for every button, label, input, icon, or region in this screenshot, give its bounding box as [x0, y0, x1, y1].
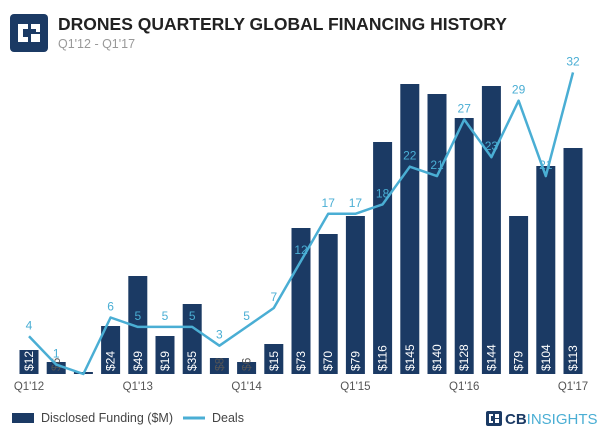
bar-value-label: $8	[212, 357, 226, 371]
legend-bar-label: Disclosed Funding ($M)	[41, 411, 173, 425]
bar	[101, 326, 121, 374]
deals-value-label: 3	[216, 328, 223, 342]
bar-labels: $12 $6 $24 $49 $19 $35 $8 $6 $15 $73 $70 $79 $116 $14…	[22, 344, 580, 371]
deals-value-label: 22	[403, 149, 417, 163]
header: DRONES QUARTERLY GLOBAL FINANCING HISTOR…	[10, 14, 507, 52]
bar-value-label: $12	[22, 351, 36, 371]
deals-value-label: 4	[26, 318, 33, 332]
bar-value-label: $104	[539, 344, 553, 371]
deals-value-label: 17	[349, 196, 363, 210]
bar-value-label: $113	[566, 345, 580, 371]
bar	[427, 94, 447, 374]
x-tick-label: Q1'13	[123, 381, 153, 393]
x-tick-label: Q1'17	[558, 381, 588, 393]
bar	[155, 336, 175, 374]
deals-value-label: 5	[243, 309, 250, 323]
deals-value-label: 32	[566, 54, 580, 68]
deals-value-label: 21	[539, 158, 553, 172]
legend-line-label: Deals	[212, 411, 244, 425]
bar-value-label: $49	[131, 351, 145, 371]
deals-value-label: 17	[322, 196, 336, 210]
cb-small-logo-icon	[486, 411, 502, 426]
bar-value-label: $73	[294, 351, 308, 371]
deals-value-label: 5	[162, 309, 169, 323]
bar	[291, 228, 311, 374]
wordmark-insights: INSIGHTS	[527, 411, 598, 428]
bar-value-label: $140	[430, 344, 444, 371]
bar-value-label: $116	[376, 345, 390, 371]
bar-value-label: $144	[484, 344, 498, 371]
bar-value-label: $70	[321, 351, 335, 371]
deals-value-label: 6	[107, 300, 114, 314]
bar	[264, 344, 284, 374]
line-labels: 4 1 6 5 5 5 3 5 7 12 17 17 18 22 21 27 23 29 21 32	[26, 54, 580, 360]
bar-value-label: $19	[158, 351, 172, 371]
bar-value-label: $79	[348, 351, 362, 371]
bar	[318, 234, 338, 374]
bar	[19, 350, 39, 374]
line-series	[28, 72, 575, 376]
deals-value-label: 5	[189, 309, 196, 323]
deals-value-label: 27	[458, 102, 472, 116]
deals-value-label: 18	[376, 186, 390, 200]
legend-bar-swatch	[12, 413, 34, 423]
bar-value-label: $6	[240, 357, 254, 371]
bar	[182, 304, 202, 374]
deals-value-label: 7	[270, 290, 277, 304]
legend: Disclosed Funding ($M) Deals	[12, 411, 244, 425]
bar-value-label: $128	[457, 344, 471, 371]
chart-title: DRONES QUARTERLY GLOBAL FINANCING HISTOR…	[58, 14, 507, 34]
cb-logo-icon	[10, 14, 48, 52]
bar	[454, 118, 474, 374]
x-tick-label: Q1'12	[14, 381, 44, 393]
deals-value-label: 1	[53, 347, 60, 361]
bar	[237, 362, 257, 374]
bar	[536, 166, 556, 374]
cbinsights-wordmark: CBINSIGHTS	[505, 411, 598, 428]
bar-value-label: $15	[267, 351, 281, 371]
deals-value-label: 29	[512, 83, 526, 97]
x-tick-label: Q1'16	[449, 381, 479, 393]
bar	[373, 142, 393, 374]
bar	[400, 84, 420, 374]
deals-value-label: 23	[485, 139, 499, 153]
bar-value-label: $24	[104, 351, 118, 371]
deals-value-label: 12	[294, 243, 308, 257]
bar	[345, 216, 365, 374]
bar-value-label: $145	[403, 344, 417, 371]
cbinsights-logo: CBINSIGHTS	[486, 411, 598, 428]
bar	[128, 276, 148, 374]
bar	[509, 216, 529, 374]
deals-line	[28, 72, 575, 376]
bar-value-label: $79	[512, 351, 526, 371]
x-axis-ticks: Q1'12 Q1'13 Q1'14 Q1'15 Q1'16 Q1'17	[14, 381, 588, 393]
bar	[209, 358, 229, 374]
deals-value-label: 5	[134, 309, 141, 323]
deals-value-label: 21	[430, 158, 444, 172]
bar	[563, 148, 583, 374]
chart-subtitle: Q1'12 - Q1'17	[58, 37, 135, 51]
x-tick-label: Q1'14	[231, 381, 262, 393]
bar	[481, 86, 501, 374]
x-tick-label: Q1'15	[340, 381, 370, 393]
wordmark-cb: CB	[505, 411, 527, 428]
bar-value-label: $35	[185, 351, 199, 371]
